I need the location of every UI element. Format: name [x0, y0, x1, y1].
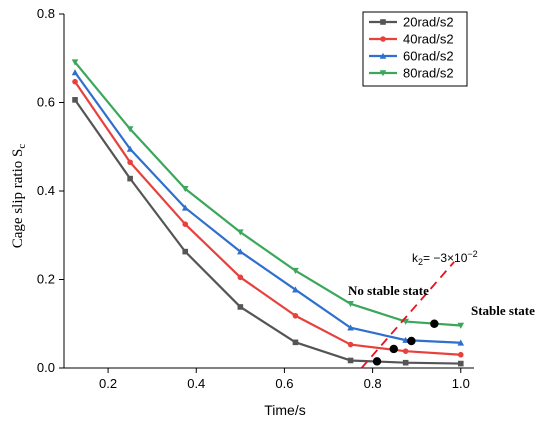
data-point [292, 339, 299, 346]
data-point [457, 322, 465, 329]
intersection-point [407, 336, 416, 346]
series-line [74, 81, 461, 356]
data-point [126, 145, 134, 152]
legend-label: 80rad/s2 [403, 66, 454, 81]
legend-label: 60rad/s2 [403, 49, 454, 64]
series-line [74, 99, 461, 365]
axes-layer: 0.2 0.4 0.6 0.8 1.0 0.0 0.2 0.4 0.6 0.8 [37, 6, 474, 391]
annotation-stable: Stable state [471, 303, 535, 318]
data-point [182, 248, 189, 255]
data-point [237, 274, 244, 281]
data-point [292, 267, 299, 274]
data-point [127, 159, 133, 166]
data-point [380, 36, 386, 42]
data-point [127, 175, 133, 182]
y-tick-label: 0.0 [37, 360, 55, 375]
data-point [292, 286, 299, 293]
y-tick-label: 0.8 [37, 6, 55, 21]
data-point [71, 69, 79, 76]
data-point [402, 359, 409, 366]
data-point [457, 351, 464, 358]
data-point [237, 304, 244, 310]
data-point [126, 126, 134, 133]
data-point [181, 185, 189, 193]
data-point [237, 229, 244, 236]
x-tick-label: 0.8 [364, 376, 382, 391]
x-tick-label: 0.6 [275, 376, 293, 391]
intersection-point [430, 319, 439, 328]
boundary-line [360, 261, 455, 369]
data-point [402, 348, 409, 354]
data-point [457, 339, 465, 346]
y-axis-title: Cage slip ratio Sc [10, 144, 28, 249]
data-point [72, 97, 78, 103]
intersection-point [372, 357, 382, 366]
y-axis-title-main: Cage slip ratio S [10, 149, 26, 249]
y-tick-label: 0.4 [37, 183, 55, 198]
annotation-no-stable: No stable state [348, 283, 429, 298]
legend-label: 20rad/s2 [403, 15, 454, 30]
svg-text:Cage slip ratio Sc: Cage slip ratio Sc [10, 144, 28, 249]
data-point [347, 324, 354, 331]
legend-label: 40rad/s2 [403, 32, 454, 47]
intersection-point [389, 344, 398, 354]
legend: 20rad/s2 40rad/s2 60rad/s2 80rad/s2 [362, 11, 468, 87]
series-line [74, 61, 461, 327]
data-point [457, 360, 464, 367]
data-point [347, 301, 354, 308]
data-point [182, 221, 189, 227]
y-tick-label: 0.2 [37, 272, 55, 287]
data-point [71, 59, 79, 66]
data-point [72, 78, 78, 85]
data-point [237, 248, 244, 255]
data-point [379, 70, 387, 77]
data-point [292, 312, 299, 319]
y-tick-label: 0.6 [37, 95, 55, 110]
data-point [379, 52, 387, 59]
data-point [181, 204, 189, 211]
boundary-label: k2= −3×10−2 [412, 249, 478, 267]
x-tick-label: 0.2 [99, 376, 117, 391]
x-axis-title: Time/s [264, 402, 305, 418]
series-line [74, 71, 461, 344]
x-tick-label: 0.4 [187, 376, 205, 391]
series-layer [71, 59, 465, 367]
x-tick-label: 1.0 [452, 376, 470, 391]
y-axis-title-sub: c [16, 144, 28, 149]
data-point [347, 341, 354, 348]
data-point [380, 19, 386, 25]
data-point [347, 357, 354, 364]
annotation-layer: k2= −3×10−2 No stable state Stable state [348, 249, 535, 369]
